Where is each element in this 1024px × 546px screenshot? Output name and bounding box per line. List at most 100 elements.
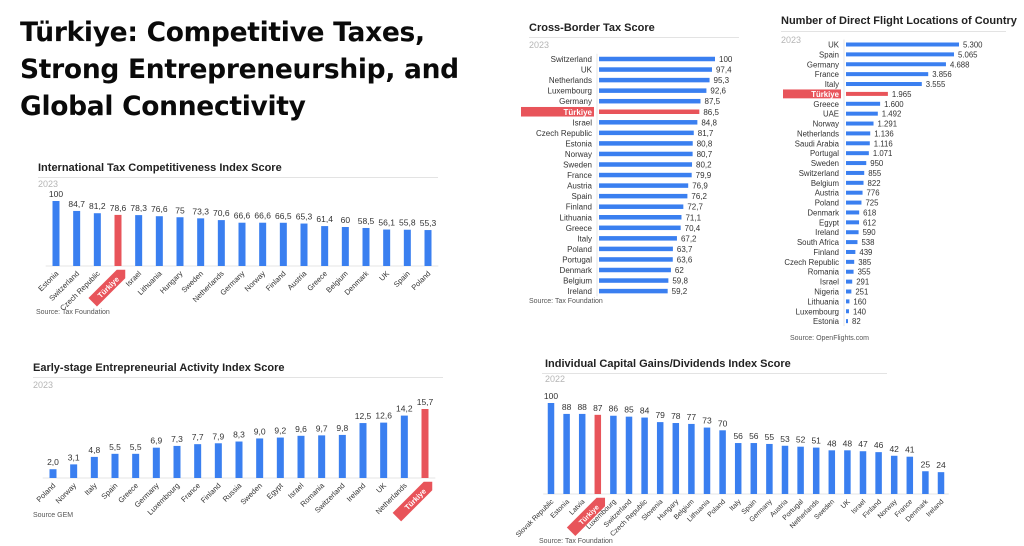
chart-plot: 2,0Poland3,1Norway4,8Italy5,5Spain5,5Gre… [35, 397, 436, 522]
category-label: Finland [199, 481, 223, 505]
data-label: 78,6 [110, 203, 127, 213]
data-label: 70,4 [685, 224, 701, 233]
bar-ireland [359, 423, 367, 478]
bar-estonia [846, 319, 848, 324]
data-label: 6,9 [150, 436, 162, 446]
bar-netherlands [599, 77, 710, 83]
data-label: 84,8 [701, 118, 717, 127]
data-label: 66,6 [254, 211, 271, 221]
data-label: 5.065 [958, 50, 978, 59]
data-label: 66,5 [275, 211, 292, 221]
bar-denmark [599, 267, 671, 273]
category-label: Luxembourg [548, 87, 592, 96]
bar-norway [599, 151, 693, 157]
chart-subtitle: 2022 [545, 374, 566, 384]
category-label: Italy [825, 80, 839, 89]
bar-italy [734, 443, 742, 494]
data-label: 15,7 [417, 397, 434, 407]
bar-sweden [828, 450, 836, 494]
bar-germany [846, 62, 946, 67]
data-label: 1.492 [882, 110, 902, 119]
data-label: 82 [852, 317, 861, 326]
bar-estonia [599, 141, 693, 146]
data-label: 97,4 [716, 66, 732, 75]
data-label: 9,0 [254, 426, 266, 436]
data-label: 70,6 [213, 208, 230, 218]
data-label: 7,9 [212, 431, 224, 441]
bar-denmark [846, 210, 860, 215]
data-label: 3.555 [926, 80, 946, 89]
bar-belgium [599, 278, 669, 283]
data-label: 1.965 [892, 90, 912, 99]
data-label: 65,3 [296, 212, 313, 222]
category-label: Estonia [813, 317, 840, 326]
chart-plot: UK 5.300 Spain 5.065 Germany 4.688 France 3.856… [783, 39, 983, 326]
bar-czech-republic [93, 213, 101, 266]
category-label: Poland [567, 245, 592, 254]
bar-luxembourg [599, 88, 707, 93]
data-label: 14,2 [396, 404, 413, 414]
data-label: 9,8 [336, 423, 348, 433]
bar-spain [846, 52, 954, 57]
bar-norway [846, 121, 874, 126]
bar-switzerland [846, 170, 865, 175]
chart-source: Source: Tax Foundation [529, 298, 603, 305]
category-label: Poland [707, 498, 727, 518]
bar-russia [235, 441, 243, 478]
bar-lithuania [846, 299, 850, 304]
bar-switzerland [338, 434, 346, 478]
category-label: Egypt [819, 218, 840, 227]
bar-czech-republic [599, 130, 694, 136]
bar-ireland [937, 472, 945, 494]
data-label: 42 [889, 444, 899, 454]
bar-spain [111, 453, 119, 478]
bar-uk [380, 422, 388, 478]
bar-hungary [672, 423, 680, 494]
bar-nigeria [846, 289, 852, 294]
data-label: 56,1 [378, 218, 395, 228]
category-label: Germany [807, 60, 839, 69]
bar-uk [844, 450, 851, 494]
data-label: 25 [921, 459, 931, 469]
data-label: 48 [843, 438, 853, 448]
category-label: Lithuania [807, 297, 839, 306]
category-label: Sweden [811, 159, 839, 168]
highlight-tag-shape [392, 481, 433, 522]
chart-title: Early-stage Entrepreneurial Activity Ind… [33, 362, 285, 374]
bar-romania [846, 269, 854, 274]
bar-greece [321, 226, 329, 266]
highlight-tag-shape [88, 269, 126, 307]
data-label: 76,2 [691, 192, 707, 201]
bar-spain [599, 193, 688, 199]
category-label: Luxembourg [796, 307, 839, 316]
category-label: Spain [572, 192, 592, 201]
data-label: 76,9 [692, 182, 708, 191]
bar-germany [152, 447, 160, 478]
data-label: 439 [859, 248, 872, 257]
bar-switzerland [73, 210, 81, 266]
bar-hungary [176, 217, 184, 266]
category-label: Poland [410, 269, 433, 292]
bar-finland [846, 249, 856, 254]
data-label: 46 [874, 440, 884, 450]
category-label: Switzerland [551, 55, 592, 64]
data-label: 79 [655, 410, 665, 420]
chart-subtitle: 2023 [33, 380, 54, 390]
data-label: 55,3 [420, 218, 437, 228]
data-label: 56 [749, 431, 759, 441]
bar-germany [599, 98, 701, 104]
data-label: 9,6 [295, 424, 307, 434]
chart-subtitle: 2023 [38, 179, 59, 189]
category-label: Norway [813, 120, 840, 129]
bar-uk [599, 67, 712, 72]
bar-turkiye [114, 214, 122, 266]
category-label: Romania [808, 268, 840, 277]
bar-austria [300, 223, 308, 266]
data-label: 72,7 [687, 203, 703, 212]
bar-turkiye [846, 91, 888, 96]
bar-sweden [197, 218, 205, 266]
bar-norway [70, 464, 78, 478]
page-title-line-1: Türkiye: Competitive Taxes, [20, 17, 425, 48]
data-label: 66,6 [234, 211, 251, 221]
bar-saudi-arabia [846, 141, 870, 146]
